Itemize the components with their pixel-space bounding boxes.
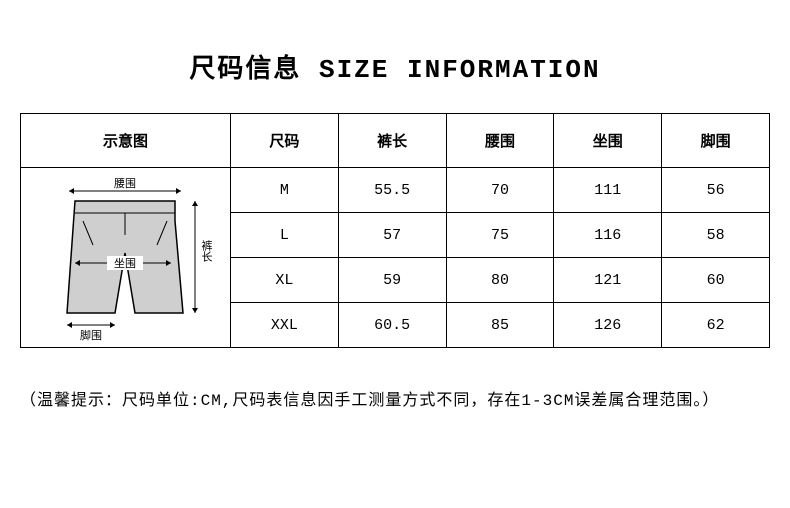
cell-length: 57 [338,213,446,258]
cell-size: XL [230,258,338,303]
cell-size: XXL [230,303,338,348]
header-foot: 脚围 [662,114,770,168]
cell-foot: 58 [662,213,770,258]
cell-waist: 80 [446,258,554,303]
cell-hip: 116 [554,213,662,258]
table-row: 腰围 坐围 裤长 脚围 M 55.5 70 [21,168,770,213]
shorts-diagram-icon: 腰围 坐围 裤长 脚围 [35,173,215,343]
table-header-row: 示意图 尺码 裤长 腰围 坐围 脚围 [21,114,770,168]
label-hip: 坐围 [114,257,136,271]
page-title: 尺码信息 SIZE INFORMATION [0,0,790,113]
cell-hip: 111 [554,168,662,213]
cell-foot: 62 [662,303,770,348]
cell-size: L [230,213,338,258]
header-size: 尺码 [230,114,338,168]
header-diagram: 示意图 [21,114,231,168]
cell-length: 59 [338,258,446,303]
footnote-text: （温馨提示：尺码单位:CM,尺码表信息因手工测量方式不同，存在1-3CM误差属合… [0,348,790,410]
label-length: 裤长 [199,238,213,261]
cell-foot: 60 [662,258,770,303]
size-table: 示意图 尺码 裤长 腰围 坐围 脚围 [20,113,770,348]
header-hip: 坐围 [554,114,662,168]
cell-length: 55.5 [338,168,446,213]
cell-waist: 85 [446,303,554,348]
cell-foot: 56 [662,168,770,213]
diagram-cell: 腰围 坐围 裤长 脚围 [21,168,231,348]
cell-length: 60.5 [338,303,446,348]
cell-hip: 126 [554,303,662,348]
header-waist: 腰围 [446,114,554,168]
cell-size: M [230,168,338,213]
cell-hip: 121 [554,258,662,303]
cell-waist: 70 [446,168,554,213]
size-table-container: 示意图 尺码 裤长 腰围 坐围 脚围 [20,113,770,348]
cell-waist: 75 [446,213,554,258]
header-length: 裤长 [338,114,446,168]
label-foot: 脚围 [80,328,102,343]
label-waist: 腰围 [114,177,136,191]
